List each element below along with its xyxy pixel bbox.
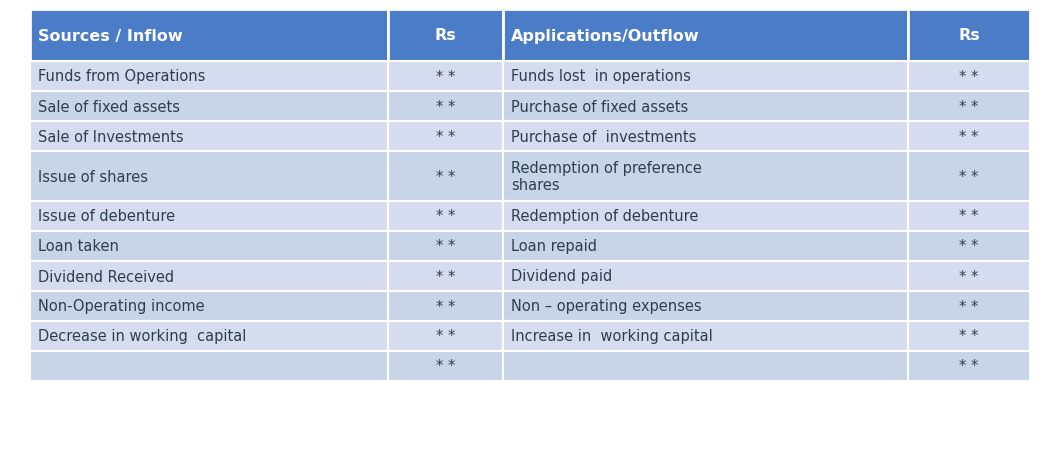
- Bar: [503, 122, 908, 151]
- Bar: [908, 321, 1030, 351]
- Bar: [388, 291, 503, 321]
- Text: * *: * *: [436, 239, 455, 254]
- Bar: [388, 262, 503, 291]
- Bar: [30, 62, 388, 92]
- Text: * *: * *: [959, 299, 979, 314]
- Text: Loan repaid: Loan repaid: [511, 239, 597, 254]
- Bar: [503, 321, 908, 351]
- Bar: [908, 62, 1030, 92]
- Bar: [908, 92, 1030, 122]
- Bar: [503, 262, 908, 291]
- Text: Issue of shares: Issue of shares: [38, 169, 148, 184]
- Text: Funds from Operations: Funds from Operations: [38, 69, 205, 84]
- Text: Non – operating expenses: Non – operating expenses: [511, 299, 702, 314]
- Bar: [503, 10, 908, 62]
- Text: * *: * *: [959, 99, 979, 114]
- Bar: [908, 262, 1030, 291]
- Bar: [388, 122, 503, 151]
- Text: * *: * *: [959, 329, 979, 344]
- Text: * *: * *: [436, 69, 455, 84]
- Bar: [503, 202, 908, 231]
- Text: * *: * *: [959, 359, 979, 374]
- Text: Sale of fixed assets: Sale of fixed assets: [38, 99, 180, 114]
- Text: * *: * *: [959, 69, 979, 84]
- Text: Dividend Received: Dividend Received: [38, 269, 174, 284]
- Bar: [30, 92, 388, 122]
- Text: * *: * *: [436, 329, 455, 344]
- Text: * *: * *: [959, 269, 979, 284]
- Bar: [908, 291, 1030, 321]
- Bar: [388, 202, 503, 231]
- Bar: [503, 151, 908, 202]
- Bar: [503, 291, 908, 321]
- Bar: [388, 10, 503, 62]
- Bar: [388, 231, 503, 262]
- Text: * *: * *: [436, 209, 455, 224]
- Text: * *: * *: [436, 129, 455, 144]
- Bar: [908, 231, 1030, 262]
- Text: * *: * *: [959, 239, 979, 254]
- Text: * *: * *: [436, 359, 455, 374]
- Text: Applications/Outflow: Applications/Outflow: [511, 28, 699, 44]
- Bar: [388, 321, 503, 351]
- Bar: [908, 351, 1030, 381]
- Text: Purchase of fixed assets: Purchase of fixed assets: [511, 99, 688, 114]
- Bar: [503, 351, 908, 381]
- Bar: [503, 231, 908, 262]
- Bar: [30, 10, 388, 62]
- Bar: [908, 10, 1030, 62]
- Text: Sources / Inflow: Sources / Inflow: [38, 28, 183, 44]
- Bar: [503, 62, 908, 92]
- Text: Dividend paid: Dividend paid: [511, 269, 612, 284]
- Bar: [30, 351, 388, 381]
- Text: Decrease in working  capital: Decrease in working capital: [38, 329, 247, 344]
- Bar: [30, 262, 388, 291]
- Bar: [30, 151, 388, 202]
- Bar: [908, 122, 1030, 151]
- Text: Increase in  working capital: Increase in working capital: [511, 329, 713, 344]
- Text: * *: * *: [959, 209, 979, 224]
- Bar: [30, 202, 388, 231]
- Text: Issue of debenture: Issue of debenture: [38, 209, 175, 224]
- Bar: [503, 92, 908, 122]
- Bar: [30, 321, 388, 351]
- Text: Rs: Rs: [958, 28, 980, 44]
- Text: Sale of Investments: Sale of Investments: [38, 129, 184, 144]
- Text: * *: * *: [436, 169, 455, 184]
- Bar: [388, 151, 503, 202]
- Text: Funds lost  in operations: Funds lost in operations: [511, 69, 691, 84]
- Bar: [388, 351, 503, 381]
- Text: * *: * *: [959, 169, 979, 184]
- Bar: [388, 62, 503, 92]
- Text: * *: * *: [436, 299, 455, 314]
- Text: Redemption of debenture: Redemption of debenture: [511, 209, 698, 224]
- Bar: [30, 122, 388, 151]
- Text: Loan taken: Loan taken: [38, 239, 119, 254]
- Text: Purchase of  investments: Purchase of investments: [511, 129, 696, 144]
- Bar: [908, 151, 1030, 202]
- Bar: [30, 291, 388, 321]
- Bar: [388, 92, 503, 122]
- Text: Rs: Rs: [435, 28, 456, 44]
- Text: Redemption of preference
shares: Redemption of preference shares: [511, 161, 702, 193]
- Bar: [908, 202, 1030, 231]
- Text: * *: * *: [436, 269, 455, 284]
- Text: * *: * *: [959, 129, 979, 144]
- Text: * *: * *: [436, 99, 455, 114]
- Text: Non-Operating income: Non-Operating income: [38, 299, 204, 314]
- Bar: [30, 231, 388, 262]
